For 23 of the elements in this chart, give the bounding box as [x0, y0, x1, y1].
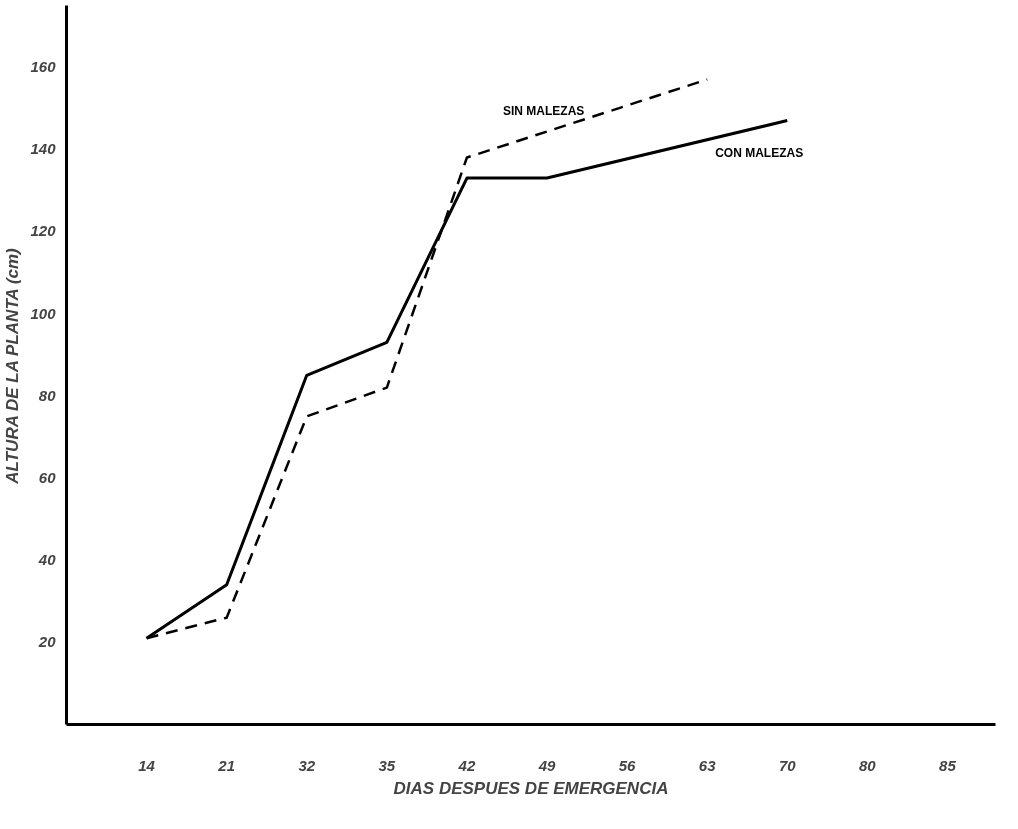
x-tick-label: 42 [457, 756, 476, 774]
x-tick-label: 56 [618, 756, 637, 774]
y-tick-label: 120 [30, 222, 57, 240]
y-axis-title: ALTURA DE LA PLANTA (cm) [3, 247, 23, 485]
y-tick-label: 140 [30, 140, 57, 158]
x-tick-label: 85 [939, 756, 957, 774]
x-tick-label: 21 [217, 756, 236, 774]
y-tick-label: 160 [30, 58, 57, 76]
y-tick-label: 80 [38, 386, 57, 404]
x-tick-label: 63 [698, 756, 717, 774]
series-label: SIN MALEZAS [502, 103, 585, 118]
x-tick-label: 80 [859, 756, 877, 774]
x-tick-label: 49 [537, 756, 557, 774]
x-axis-title: DIAS DESPUES DE EMERGENCIA [393, 778, 669, 798]
y-tick-label: 40 [37, 551, 57, 569]
y-tick-label: 60 [38, 468, 57, 486]
x-tick-label: 35 [378, 756, 396, 774]
series-label: CON MALEZAS [715, 145, 804, 160]
x-tick-label: 32 [298, 756, 316, 774]
y-tick-label: 20 [37, 633, 57, 651]
x-tick-label: 14 [138, 756, 156, 774]
x-tick-label: 70 [778, 756, 797, 774]
y-tick-label: 100 [30, 304, 57, 322]
